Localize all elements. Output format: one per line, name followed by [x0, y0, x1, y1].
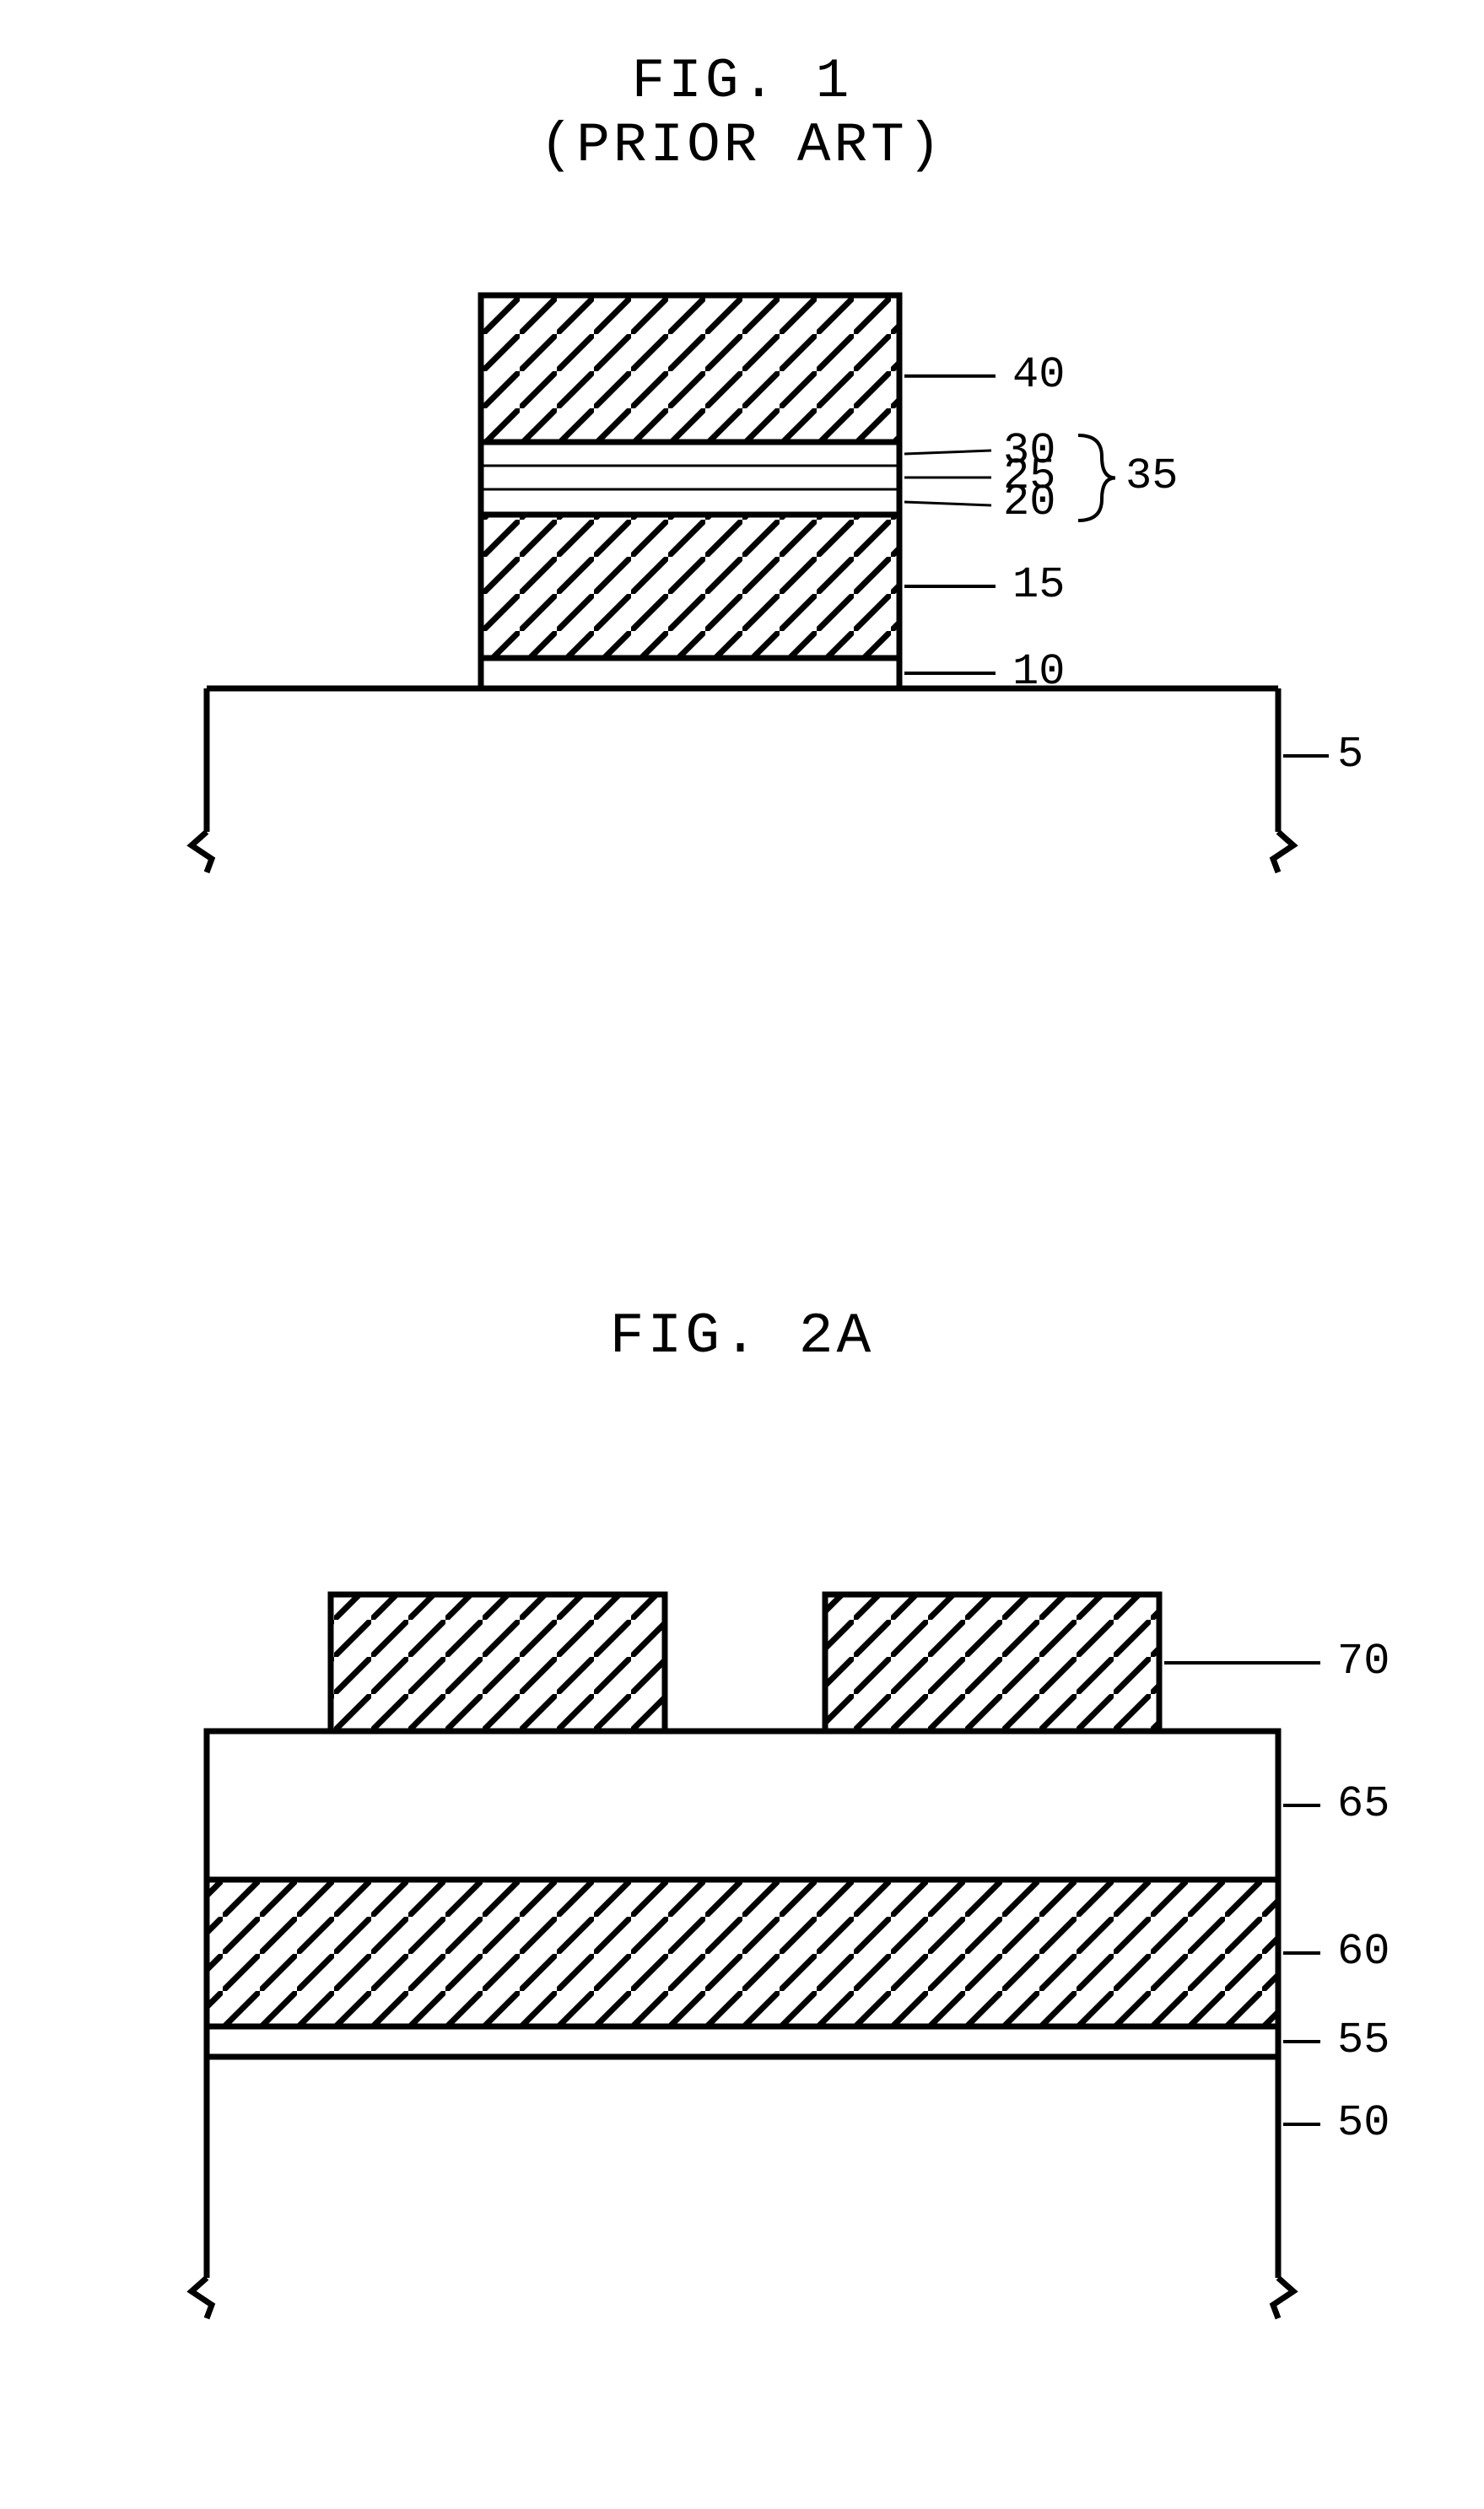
- label-50: 50: [1337, 2098, 1390, 2148]
- label-60: 60: [1337, 1927, 1390, 1977]
- label-10: 10: [1012, 647, 1065, 697]
- label-5: 5: [1337, 730, 1363, 780]
- fig2a-title: FIG. 2A: [0, 1304, 1484, 1369]
- label-15: 15: [1012, 560, 1065, 610]
- label-20: 20: [1003, 478, 1055, 527]
- label-55: 55: [1337, 2015, 1390, 2065]
- fig2a-diagram: [0, 1434, 1484, 2447]
- label-35: 35: [1125, 451, 1178, 501]
- label-40: 40: [1012, 350, 1065, 400]
- label-70: 70: [1337, 1637, 1390, 1686]
- label-65: 65: [1337, 1779, 1390, 1829]
- fig1-diagram: [0, 0, 1484, 1012]
